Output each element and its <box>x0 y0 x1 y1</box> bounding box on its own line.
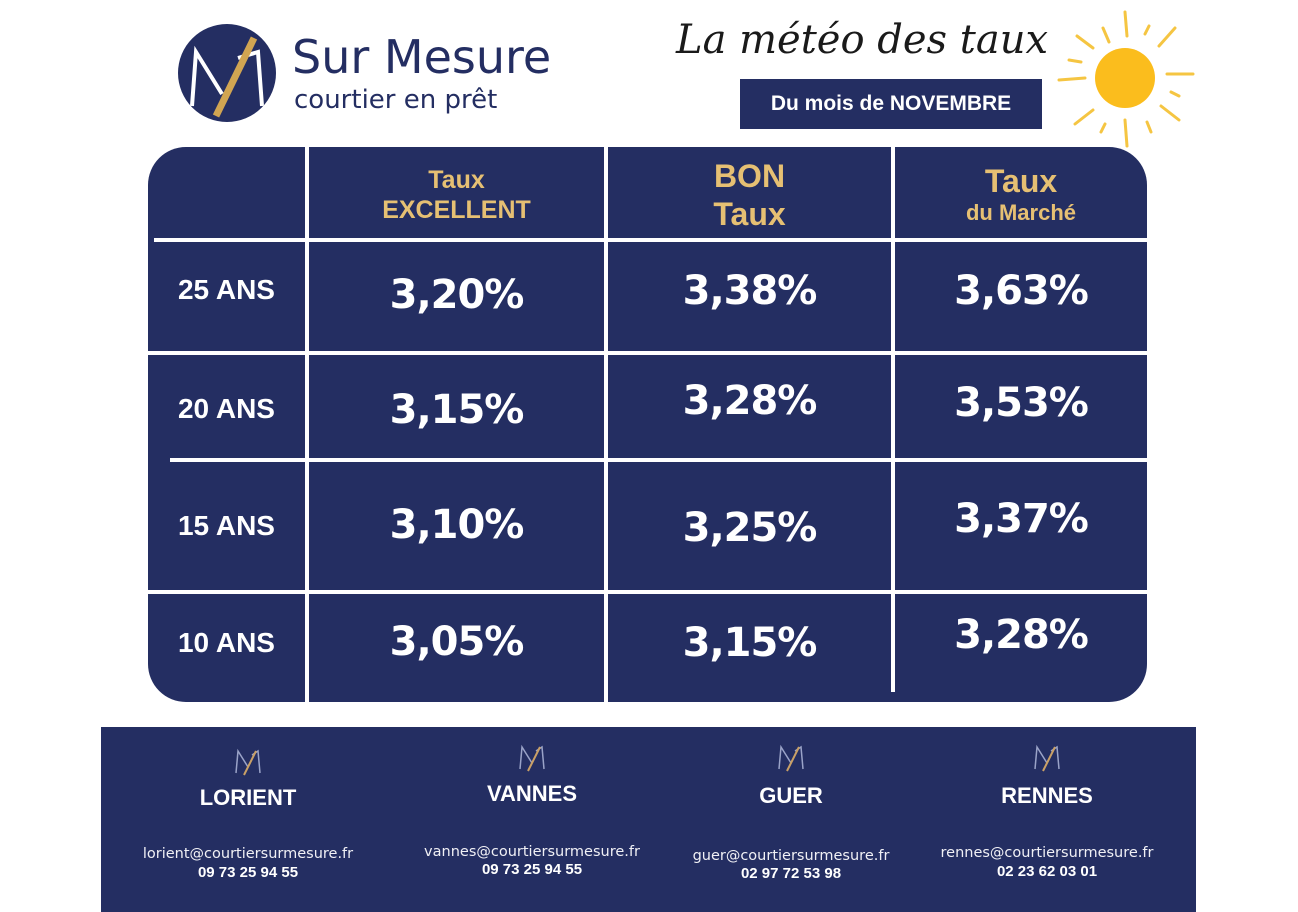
rate-cell: 3,28% <box>954 612 1089 658</box>
rate-cell: 3,38% <box>682 268 818 314</box>
office-email[interactable]: lorient@courtiersurmesure.fr <box>142 846 354 862</box>
rate-cell: 3,63% <box>954 268 1089 314</box>
office-email[interactable]: vannes@courtiersurmesure.fr <box>424 844 640 860</box>
row-divider <box>148 590 1147 594</box>
rate-cell: 3,20% <box>389 272 525 318</box>
page-title: La météo des taux <box>676 17 1049 63</box>
column-header-marche: Taux du Marché <box>895 163 1147 227</box>
row-divider <box>154 238 1147 242</box>
office-phone[interactable]: 02 23 62 03 01 <box>996 863 1098 880</box>
month-badge: Du mois de NOVEMBRE <box>740 79 1042 129</box>
column-header-line2: du Marché <box>965 200 1077 225</box>
m-logo-icon <box>235 748 261 776</box>
column-header-line1: BON <box>713 158 786 194</box>
rate-cell: 3,10% <box>389 502 525 548</box>
column-header-line2: EXCELLENT <box>382 196 531 224</box>
rate-cell: 3,15% <box>682 620 818 666</box>
office-phone[interactable]: 02 97 72 53 98 <box>740 865 842 882</box>
row-label: 25 ANS <box>177 274 275 305</box>
office-email[interactable]: guer@courtiersurmesure.fr <box>692 848 890 864</box>
row-label: 20 ANS <box>177 393 275 424</box>
office-phone[interactable]: 09 73 25 94 55 <box>197 864 299 881</box>
m-logo-icon <box>519 744 545 772</box>
row-label: 15 ANS <box>177 510 275 541</box>
column-header-excellent: Taux EXCELLENT <box>309 165 604 225</box>
column-divider <box>604 147 608 702</box>
logo-m-icon <box>178 24 276 122</box>
brand-logo: Sur Mesure courtier en prêt <box>178 24 618 124</box>
rate-cell: 3,25% <box>682 505 818 551</box>
rates-table: Taux EXCELLENT BON Taux Taux du Marché 2… <box>148 147 1147 702</box>
office-city: LORIENT <box>199 785 297 810</box>
brand-name: Sur Mesure <box>292 30 552 84</box>
column-header-line1: Taux <box>428 166 485 194</box>
offices-footer: LORIENT lorient@courtiersurmesure.fr 09 … <box>101 727 1196 912</box>
m-logo-icon <box>778 744 804 772</box>
office-phone[interactable]: 09 73 25 94 55 <box>481 861 583 878</box>
office-email[interactable]: rennes@courtiersurmesure.fr <box>940 845 1154 861</box>
rate-cell: 3,28% <box>682 378 818 424</box>
rate-cell: 3,15% <box>389 387 525 433</box>
rate-cell: 3,53% <box>954 380 1089 426</box>
row-divider <box>148 351 1147 355</box>
office-city: RENNES <box>1001 783 1093 808</box>
office-city: VANNES <box>486 781 578 806</box>
column-header-line2: Taux <box>713 196 786 232</box>
rate-cell: 3,05% <box>389 619 525 665</box>
office-city: GUER <box>759 783 823 808</box>
row-label: 10 ANS <box>177 627 275 658</box>
m-logo-icon <box>1034 744 1060 772</box>
brand-tagline: courtier en prêt <box>294 85 498 115</box>
column-divider <box>891 147 895 692</box>
column-divider <box>305 147 309 702</box>
column-header-bon: BON Taux <box>608 157 891 233</box>
sun-icon <box>1055 6 1195 151</box>
rate-cell: 3,37% <box>954 496 1089 542</box>
column-header-line1: Taux <box>984 163 1058 199</box>
row-divider <box>170 458 1147 462</box>
